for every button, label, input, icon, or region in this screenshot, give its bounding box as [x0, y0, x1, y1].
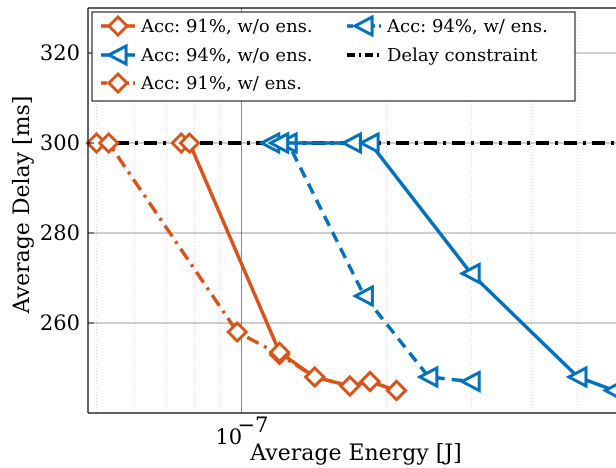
x-axis-label: Average Energy [J]: [249, 441, 461, 466]
triangle-marker: [602, 383, 616, 398]
y-axis-label: Average Delay [ms]: [10, 96, 35, 315]
triangle-marker: [352, 284, 374, 308]
y-tick-label: 280: [40, 221, 80, 245]
legend-label: Acc: 91%, w/o ens.: [140, 16, 313, 37]
legend-entry: Acc: 94%, w/ ens.: [347, 14, 548, 38]
triangle-marker: [458, 262, 481, 285]
diamond-marker: [338, 374, 362, 398]
series-layer: [85, 131, 616, 402]
triangle-marker: [105, 43, 128, 67]
legend-box: [91, 11, 576, 102]
legend: Acc: 91%, w/o ens. Acc: 94%, w/ ens. Acc: …: [91, 11, 576, 102]
diamond-marker: [268, 341, 291, 364]
series-2: [258, 131, 616, 398]
x-tick-label: 10: [215, 425, 242, 449]
triangle-marker: [267, 131, 290, 155]
diamond-marker: [106, 14, 130, 38]
legend-entry: Acc: 94%, w/o ens.: [101, 43, 313, 67]
legend-label: Delay constraint: [387, 45, 538, 66]
diamond-marker: [178, 131, 201, 155]
axes: [87, 7, 616, 414]
labels: 260 280 300 320 10−7 Average Energy [J] Averag…: [10, 41, 462, 466]
triangle-marker: [357, 131, 380, 155]
series-0: [170, 131, 408, 402]
diamond-marker: [226, 320, 249, 344]
y-tick-label: 260: [40, 311, 80, 335]
triangle-marker: [351, 14, 374, 38]
diamond-marker: [303, 365, 326, 389]
triangle-marker: [565, 365, 588, 389]
diamond-marker: [385, 379, 408, 402]
y-tick-label: 320: [40, 41, 80, 65]
y-tick-label: 300: [40, 131, 80, 155]
triangle-marker: [458, 370, 481, 393]
legend-entry: Acc: 91%, w/o ens.: [101, 14, 313, 38]
triangle-marker: [416, 365, 439, 389]
diamond-marker: [106, 71, 130, 95]
legend-entry: Delay constraint: [347, 45, 538, 66]
diamond-marker: [358, 370, 382, 393]
legend-label: Acc: 91%, w/ ens.: [140, 73, 302, 94]
x-tick-exponent: −7: [237, 413, 268, 437]
legend-label: Acc: 94%, w/ ens.: [386, 16, 548, 37]
legend-label: Acc: 94%, w/o ens.: [140, 45, 313, 66]
diamond-marker: [97, 131, 120, 155]
legend-entry: Acc: 91%, w/ ens.: [101, 71, 302, 95]
